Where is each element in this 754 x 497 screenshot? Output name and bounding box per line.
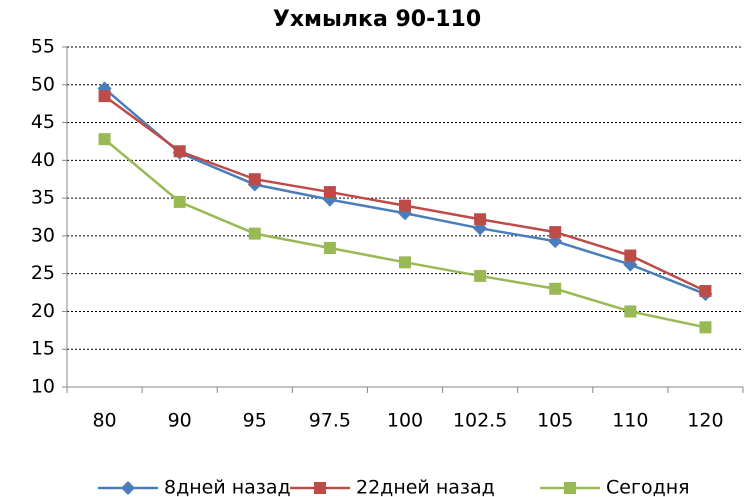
x-tick-label: 120 <box>687 410 723 432</box>
data-point <box>474 269 487 282</box>
y-tick-label: 25 <box>31 262 55 284</box>
legend-label: 22дней назад <box>356 477 495 497</box>
data-point <box>474 213 487 226</box>
data-point <box>173 145 186 158</box>
x-tick-label: 97.5 <box>309 410 351 432</box>
x-tick-label: 90 <box>168 410 192 432</box>
data-point <box>323 241 336 254</box>
data-point <box>549 226 562 239</box>
data-point <box>699 321 712 334</box>
data-point <box>248 173 261 186</box>
y-tick-label: 45 <box>31 111 55 133</box>
y-tick-label: 10 <box>31 376 55 398</box>
data-point <box>98 133 111 146</box>
data-point <box>399 256 411 269</box>
data-point <box>323 186 336 199</box>
y-tick-label: 55 <box>31 36 55 58</box>
series-line <box>103 138 706 329</box>
data-point <box>624 249 637 262</box>
x-tick-label: 80 <box>92 410 116 432</box>
y-tick-label: 15 <box>31 338 55 360</box>
data-point <box>98 90 111 103</box>
legend-marker <box>564 482 576 494</box>
legend-marker <box>121 481 135 495</box>
x-tick-label: 102.5 <box>453 410 507 432</box>
y-tick-label: 50 <box>31 73 55 95</box>
data-point <box>699 285 712 298</box>
y-tick-label: 30 <box>31 224 55 246</box>
data-point <box>549 282 562 295</box>
x-tick-label: 105 <box>537 410 573 432</box>
x-tick-label: 110 <box>612 410 648 432</box>
chart-title: Ухмылка 90-110 <box>273 7 481 32</box>
data-point <box>248 227 261 240</box>
data-point <box>399 199 411 212</box>
legend-label: 8дней назад <box>164 477 291 497</box>
legend-label: Сегодня <box>606 477 690 497</box>
y-tick-label: 20 <box>31 300 55 322</box>
x-tick-label: 95 <box>243 410 267 432</box>
legend-marker <box>314 482 326 494</box>
data-point <box>624 305 637 318</box>
y-tick-label: 40 <box>31 149 55 171</box>
x-tick-label: 100 <box>387 410 423 432</box>
y-tick-label: 35 <box>31 187 55 209</box>
data-point <box>173 195 186 208</box>
